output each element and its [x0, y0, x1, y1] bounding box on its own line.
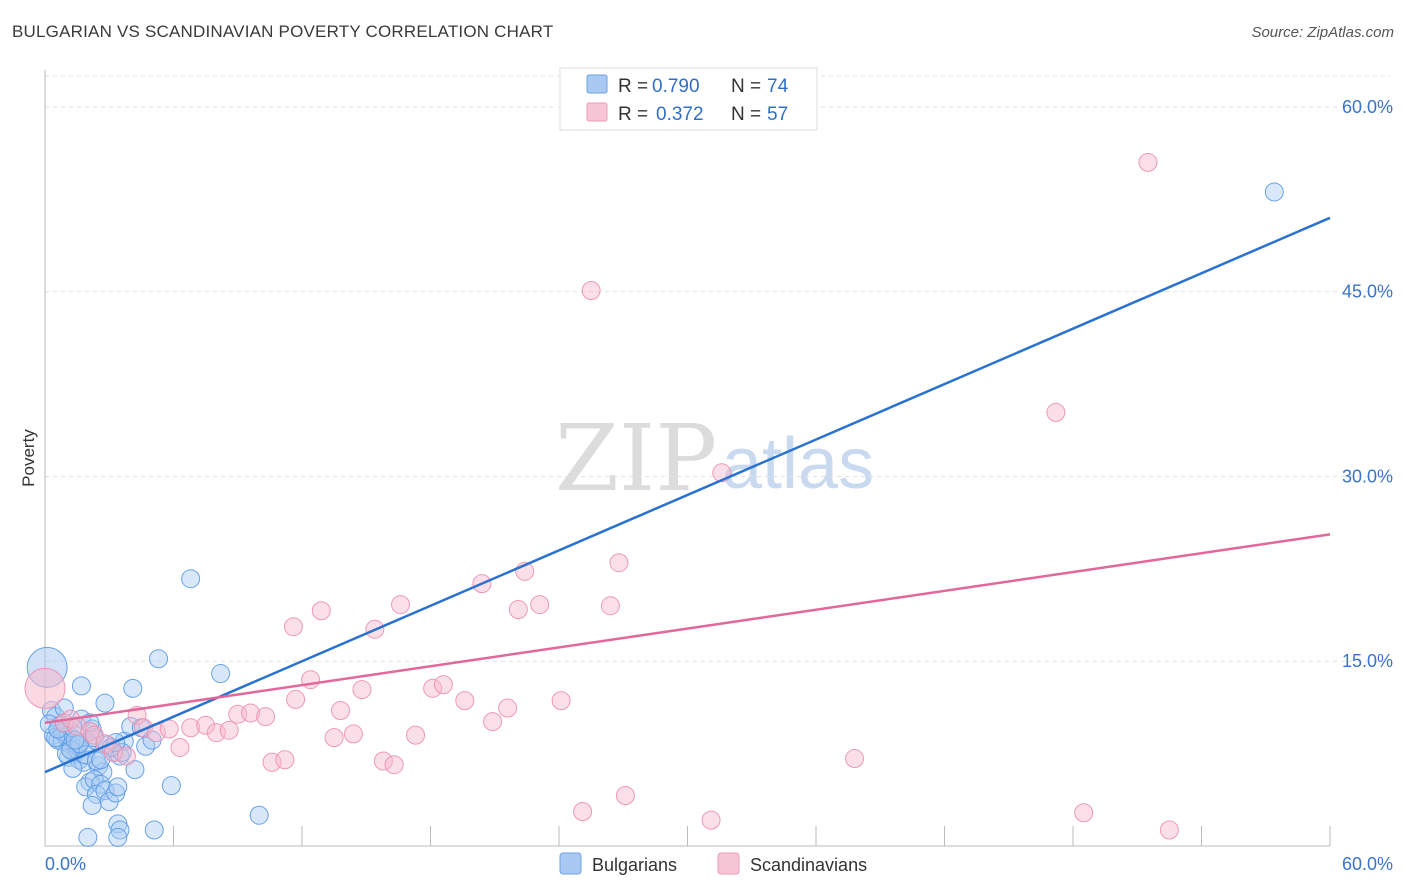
bulgarian-point: [181, 569, 201, 589]
bulgarian-point: [125, 760, 145, 780]
scandinavian-point: [406, 725, 426, 745]
legend-n-value-0: 74: [767, 76, 789, 97]
bulgarian-point: [54, 698, 74, 718]
legend-swatch-bulgarians: [586, 74, 608, 94]
scandinavian-point: [170, 737, 190, 757]
scandinavian-point: [530, 595, 550, 615]
scandinavian-point: [331, 701, 351, 721]
y-tick-labels: 15.0% 30.0% 45.0% 60.0%: [1342, 97, 1393, 671]
legend-r-value-0: 0.790: [652, 76, 700, 97]
bulgarian-point: [78, 827, 98, 847]
scandinavian-point: [508, 600, 528, 620]
bulgarian-point: [211, 664, 231, 684]
scandinavian-point: [498, 698, 518, 718]
scandinavian-point: [609, 553, 629, 573]
scandinavian-point: [391, 595, 411, 615]
scandinavian-point: [1074, 803, 1094, 823]
scandinavian-point: [845, 749, 865, 769]
scandinavian-point: [352, 680, 372, 700]
scandinavian-point: [615, 785, 635, 805]
grid: [45, 75, 1390, 662]
bulgarian-point: [1264, 182, 1284, 202]
scandinavian-point: [311, 601, 331, 621]
bulgarian-point: [110, 820, 130, 840]
bottom-legend-swatch-bulgarians: [559, 852, 582, 875]
scandinavian-point: [551, 691, 571, 711]
legend-r-label-1: R =: [618, 104, 648, 125]
legend-n-value-1: 57: [767, 104, 788, 125]
legend-r-label-0: R =: [618, 76, 648, 97]
bottom-legend-swatch-scandinavians: [717, 852, 740, 875]
scandinavian-point: [196, 715, 216, 735]
bulgarian-point: [123, 678, 143, 698]
bulgarian-point: [149, 649, 169, 669]
scandinavian-point: [181, 718, 201, 738]
y-tick-label: 30.0%: [1342, 466, 1393, 486]
x-tick-label-min: 0.0%: [45, 854, 86, 874]
scandinavian-point: [423, 678, 443, 698]
chart-title: BULGARIAN VS SCANDINAVIAN POVERTY CORREL…: [12, 22, 554, 41]
series-bulgarians: [26, 182, 1284, 847]
scandinavian-point: [1159, 820, 1179, 840]
bulgarian-point: [108, 827, 128, 847]
scandinavian-point: [573, 802, 593, 822]
scandinavian-point: [373, 751, 393, 771]
scandinavian-point: [159, 719, 179, 739]
bulgarian-trend-line: [44, 216, 1331, 774]
scandinavian-point: [219, 720, 239, 740]
scandinavian-point: [1046, 402, 1066, 422]
bulgarian-point: [108, 777, 128, 797]
scandinavian-point: [483, 712, 503, 732]
scandinavian-point: [600, 596, 620, 616]
bottom-legend-label-scandinavians: Scandinavians: [750, 855, 867, 875]
scandinavian-point: [275, 750, 295, 770]
scandinavian-point: [241, 703, 261, 723]
x-tick-label-max: 60.0%: [1342, 854, 1393, 874]
legend: R = 0.790 N = 74 R = 0.372 N = 57: [559, 67, 818, 131]
bulgarian-point: [71, 676, 91, 696]
scandinavian-point: [701, 810, 721, 830]
legend-r-value-1: 0.372: [656, 104, 704, 125]
watermark-zip: ZIP: [555, 405, 717, 512]
watermark-atlas: atlas: [722, 424, 874, 504]
bottom-legend-label-bulgarians: Bulgarians: [592, 855, 677, 875]
bottom-legend: Bulgarians Scandinavians: [559, 852, 867, 875]
x-tick-marks: [44, 826, 1331, 846]
scandinavian-point: [343, 724, 363, 744]
scandinavian-point: [286, 689, 306, 709]
scandinavian-point: [1138, 152, 1158, 172]
y-tick-label: 15.0%: [1342, 651, 1393, 671]
bulgarian-point: [249, 805, 269, 825]
scandinavian-point: [256, 707, 276, 727]
y-tick-label: 45.0%: [1342, 282, 1393, 302]
bulgarian-point: [161, 776, 181, 796]
scandinavian-point: [581, 280, 601, 300]
scandinavian-point: [433, 675, 453, 695]
y-tick-label: 60.0%: [1342, 97, 1393, 117]
bulgarian-point: [95, 693, 115, 713]
scandinavian-point: [324, 728, 344, 748]
scandinavian-point: [455, 691, 475, 711]
scandinavian-point: [24, 667, 66, 709]
scandinavian-point: [283, 617, 303, 637]
scandinavian-trend-line: [44, 533, 1331, 725]
scandinavian-point: [116, 746, 136, 766]
y-axis-label: Poverty: [19, 429, 38, 487]
scandinavian-point: [384, 755, 404, 775]
source-label: Source: ZipAtlas.com: [1251, 24, 1394, 41]
legend-n-label-0: N =: [731, 76, 761, 97]
bulgarian-point: [144, 820, 164, 840]
regression-lines: [44, 216, 1331, 774]
bulgarian-point: [82, 795, 102, 815]
legend-swatch-scandinavians: [586, 102, 608, 122]
legend-n-label-1: N =: [731, 104, 761, 125]
